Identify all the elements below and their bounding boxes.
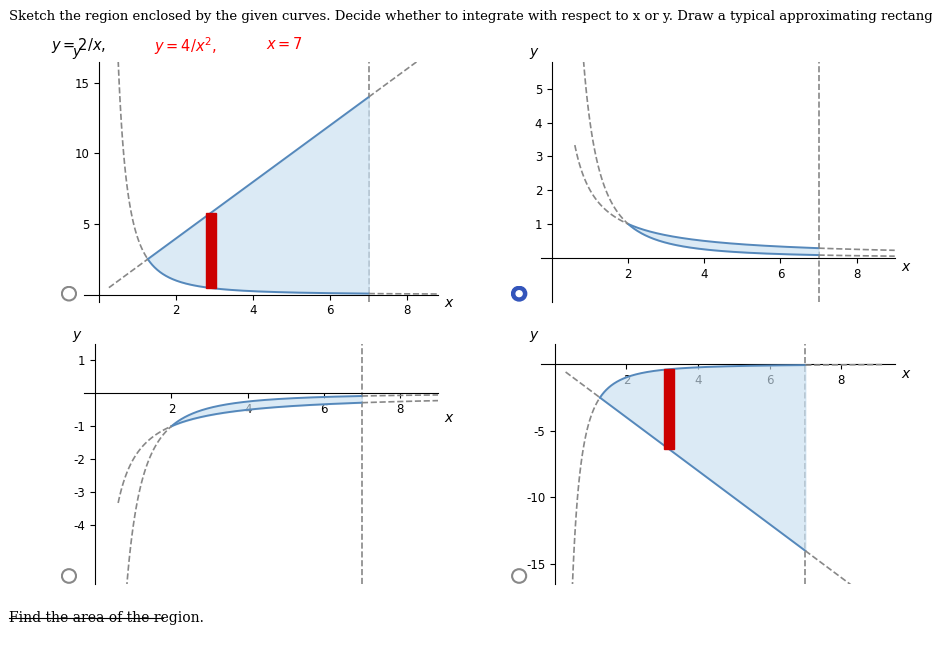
Text: $y = 4/x^2,$: $y = 4/x^2,$ <box>154 36 216 57</box>
Circle shape <box>512 286 527 301</box>
Y-axis label: y: y <box>529 328 538 341</box>
Circle shape <box>516 291 522 297</box>
Y-axis label: y: y <box>73 45 81 59</box>
Y-axis label: y: y <box>73 328 81 341</box>
Text: $y = 2/x,$: $y = 2/x,$ <box>51 36 106 55</box>
Text: Sketch the region enclosed by the given curves. Decide whether to integrate with: Sketch the region enclosed by the given … <box>9 10 932 23</box>
X-axis label: x: x <box>445 296 453 310</box>
Bar <box>665 369 675 449</box>
X-axis label: x: x <box>901 260 910 274</box>
Y-axis label: y: y <box>529 45 538 59</box>
Bar <box>206 213 216 288</box>
X-axis label: x: x <box>445 411 453 425</box>
Text: Find the area of the region.: Find the area of the region. <box>9 611 204 626</box>
X-axis label: x: x <box>901 367 910 381</box>
Text: $x = 7$: $x = 7$ <box>266 36 303 52</box>
